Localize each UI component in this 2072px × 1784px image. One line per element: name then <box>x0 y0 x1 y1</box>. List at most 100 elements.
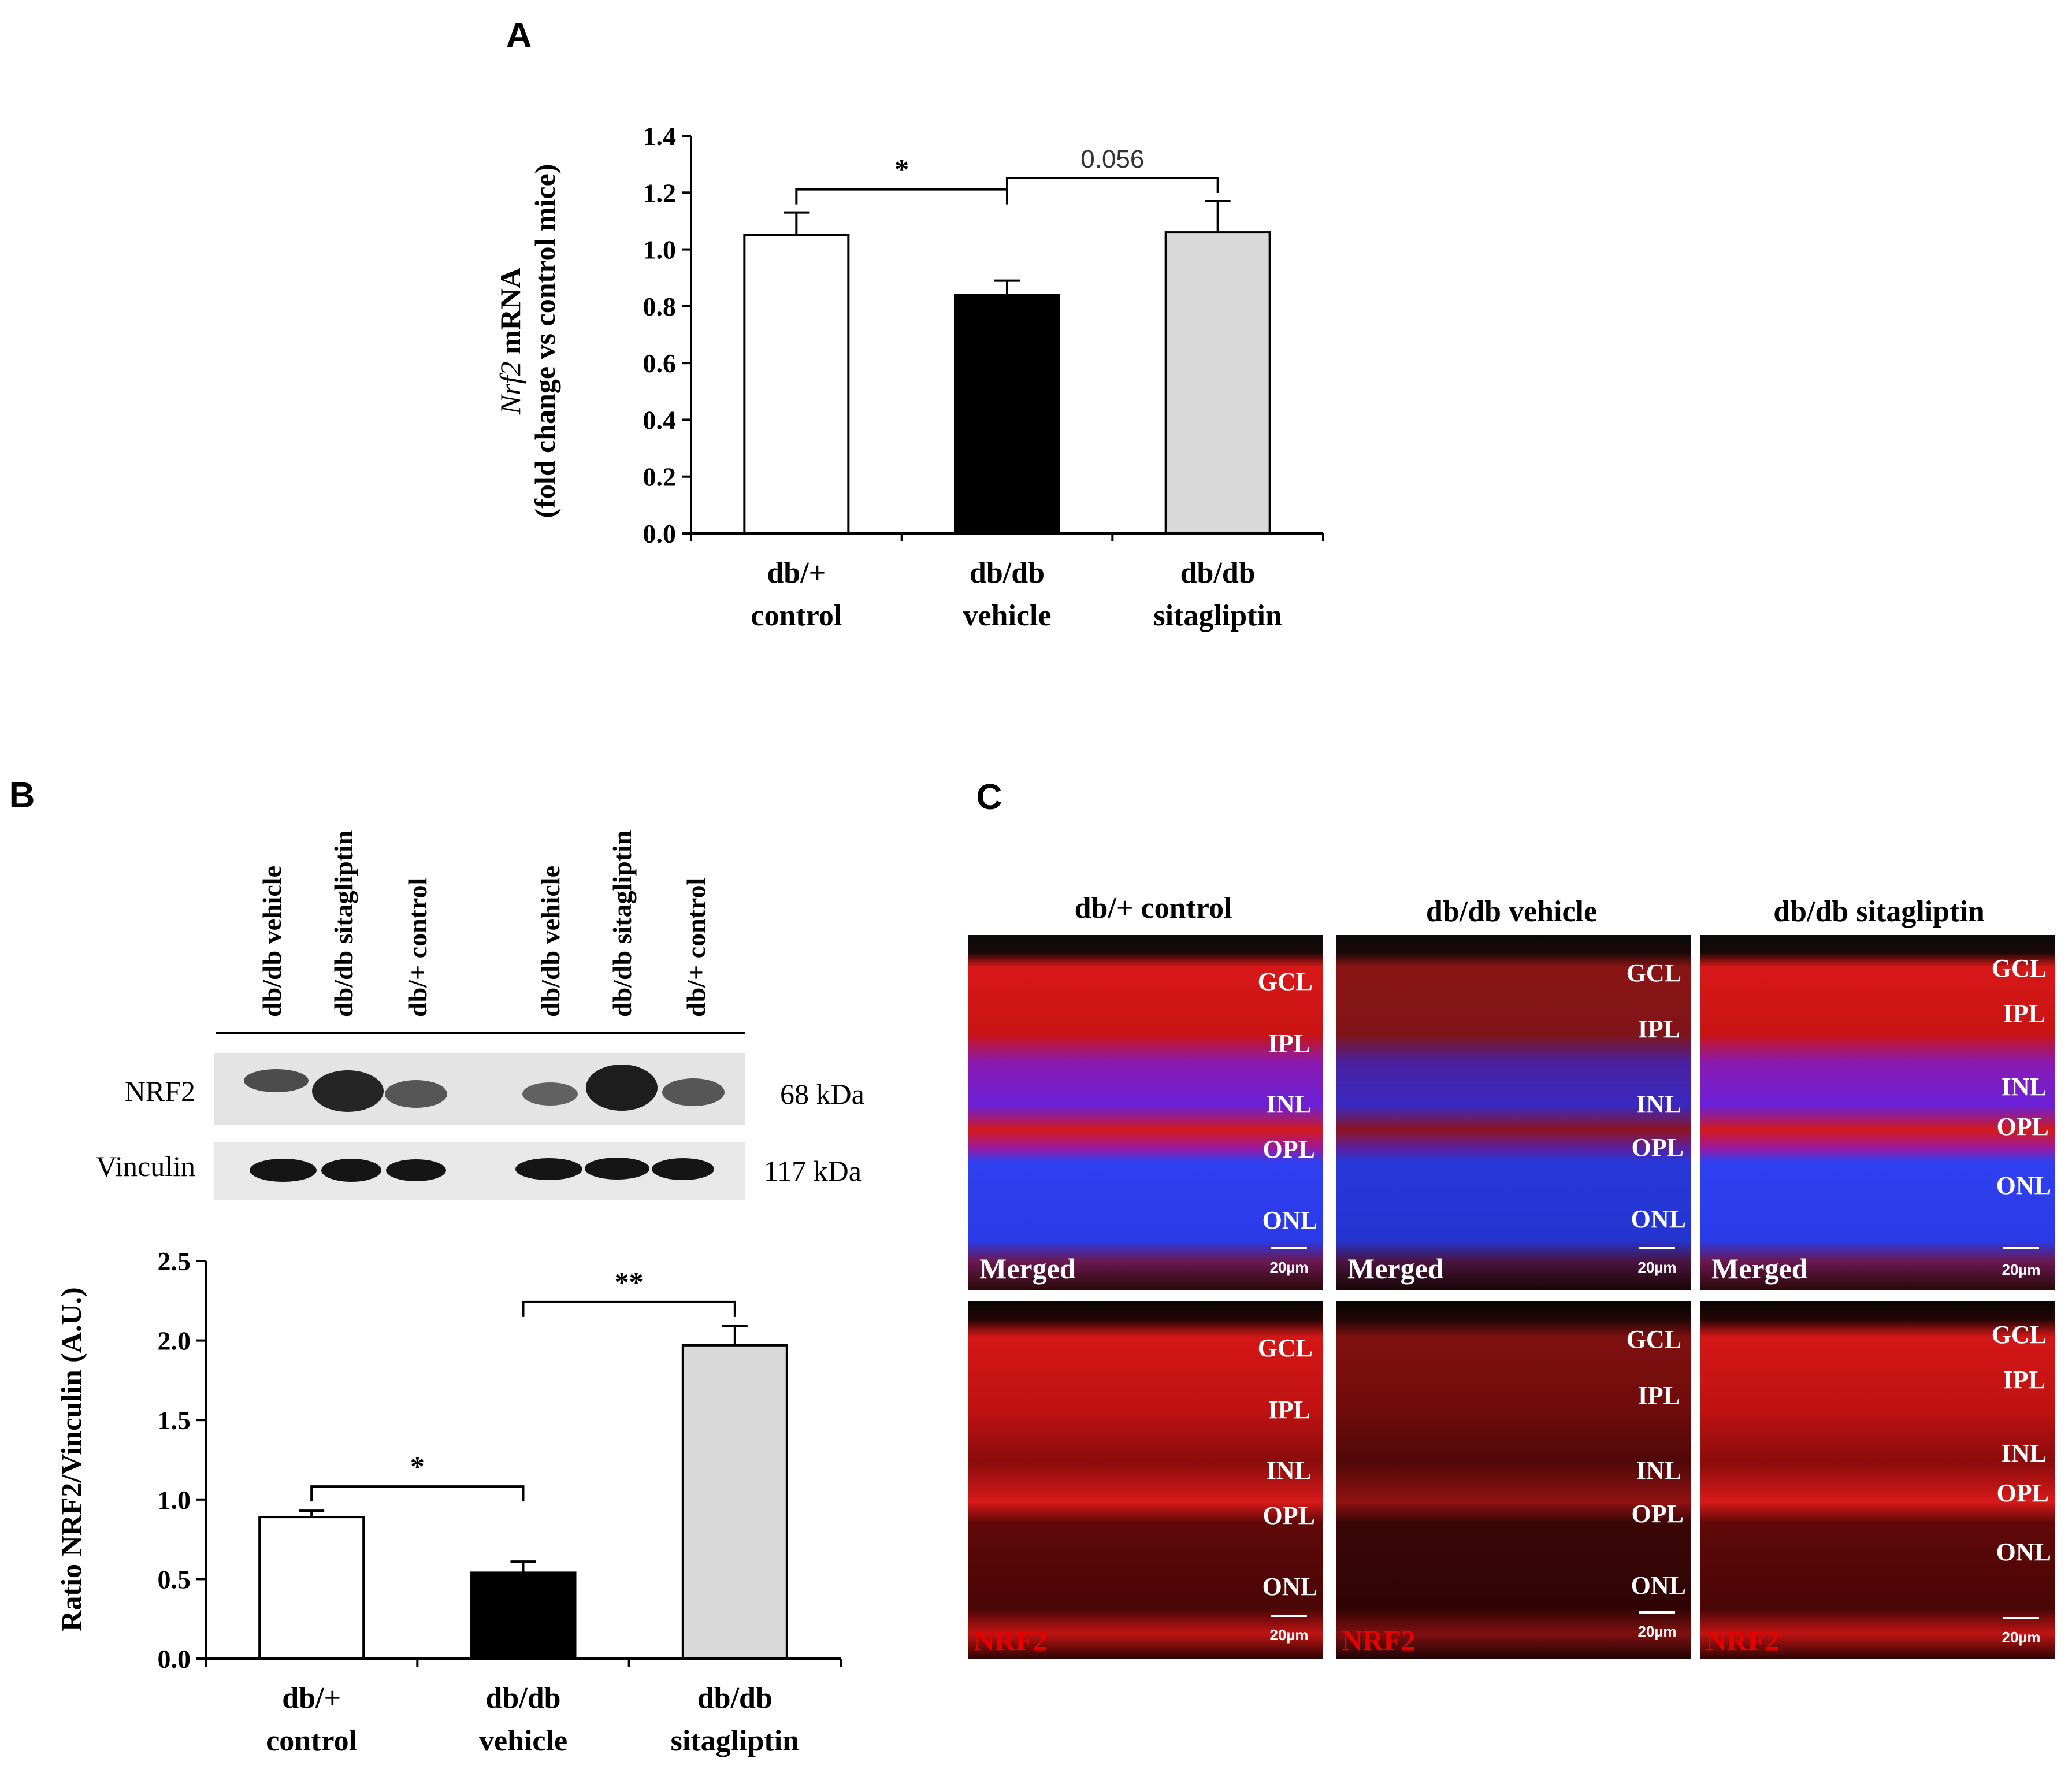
blot-band <box>652 1158 714 1180</box>
x-tick-label: vehicle <box>963 599 1051 632</box>
layer-label: GCL <box>1627 959 1681 987</box>
panel-a-letter: A <box>506 16 532 55</box>
blot-row-label-nrf2: NRF2 <box>125 1075 195 1107</box>
x-tick-label: db/db <box>1180 557 1256 589</box>
y-tick-label: 1.4 <box>643 121 677 151</box>
x-tick-label: control <box>751 599 842 632</box>
blot-band <box>250 1159 317 1182</box>
significance-label: ** <box>615 1266 644 1298</box>
blot-kda-vinculin: 117 kDa <box>764 1155 862 1187</box>
blot-band <box>522 1082 578 1106</box>
chart-a-ylabel-rest: mRNA <box>494 268 526 361</box>
layer-label: INL <box>2002 1439 2047 1467</box>
x-tick-label: sitagliptin <box>1153 599 1282 632</box>
layer-label: GCL <box>1627 1325 1681 1353</box>
blot-lane-label: db/db sitagliptin <box>607 830 637 1017</box>
layer-label: GCL <box>1258 1334 1313 1362</box>
micrograph-column-title: db/db vehicle <box>1426 895 1597 928</box>
row-label-nrf2: NRF2 <box>974 1624 1048 1656</box>
blot-band <box>585 1158 649 1180</box>
significance-bracket <box>310 1485 525 1502</box>
y-tick-label: 0.5 <box>158 1564 191 1594</box>
chart-b: 0.0 0.5 1.0 1.5 2.0 2.5 db/+ control db/db vehicl… <box>158 1247 842 1757</box>
y-tick-label: 0.8 <box>643 292 677 321</box>
y-tick-label: 1.2 <box>643 178 677 207</box>
y-tick-label: 1.5 <box>158 1405 191 1435</box>
row-label-merged: Merged <box>1347 1252 1444 1285</box>
micrograph-row-labels: Merged Merged Merged NRF2 NRF2 NRF2 <box>974 1252 1808 1656</box>
blot-band <box>386 1159 446 1181</box>
x-tick-label: db/+ <box>282 1682 341 1715</box>
x-tick-label: db/db <box>485 1682 560 1715</box>
row-label-merged: Merged <box>979 1252 1076 1285</box>
layer-label: GCL <box>1258 967 1313 996</box>
bar <box>470 1571 577 1660</box>
micrograph-nrf2-sitagliptin <box>1700 1301 2055 1659</box>
bar <box>954 294 1060 535</box>
layer-label: IPL <box>2003 999 2045 1028</box>
chart-a-ylabel-line2: (fold change vs control mice) <box>529 164 561 518</box>
y-tick-label: 0.0 <box>643 519 677 548</box>
y-tick-label: 1.0 <box>158 1485 191 1515</box>
y-tick-label: 1.0 <box>643 235 677 265</box>
row-label-nrf2: NRF2 <box>1342 1624 1416 1656</box>
layer-label: OPL <box>1263 1501 1315 1530</box>
panel-b-letter: B <box>9 776 35 815</box>
bar <box>1164 231 1271 535</box>
blot-band <box>662 1078 725 1106</box>
blot-lane-label: db/+ control <box>403 878 432 1017</box>
layer-label: GCL <box>1992 1321 2047 1349</box>
significance-bracket <box>1006 177 1219 194</box>
chart-a-ylabel: Nrf2 mRNA <box>494 268 526 415</box>
chart-a: 0.0 0.2 0.4 0.6 0.8 1.0 1.2 1.4 db/+ control db/db… <box>643 121 1324 632</box>
layer-label: ONL <box>1262 1572 1317 1601</box>
blot-lane-labels: db/db vehicle db/db sitagliptin db/+ con… <box>257 830 711 1017</box>
blot-lane-label: db/db sitagliptin <box>329 830 358 1017</box>
micrograph-column-titles: db/+ control db/db vehicle db/db sitagli… <box>1075 892 1985 928</box>
micrograph-merged-vehicle <box>1336 935 1691 1290</box>
row-label-nrf2: NRF2 <box>1706 1624 1780 1656</box>
scale-bar-label: 20µm <box>1269 1259 1308 1276</box>
layer-label: INL <box>1267 1456 1312 1485</box>
blot-kda-nrf2: 68 kDa <box>780 1078 864 1110</box>
blot-row-label-vinculin: Vinculin <box>96 1150 195 1182</box>
x-tick-label: db/+ <box>767 557 826 589</box>
significance-label: * <box>410 1450 425 1482</box>
layer-label: OPL <box>1997 1479 2049 1507</box>
significance-label: * <box>894 153 909 186</box>
blot-band <box>515 1158 582 1180</box>
scale-bars <box>1271 1247 2039 1619</box>
blot-band <box>321 1159 381 1182</box>
blot-lane-label: db/db vehicle <box>536 866 565 1017</box>
significance-bracket <box>522 1300 736 1317</box>
bar <box>258 1516 365 1660</box>
significance-bracket <box>795 188 1008 205</box>
x-tick-label: vehicle <box>479 1724 567 1757</box>
layer-label: INL <box>2002 1073 2047 1101</box>
x-tick-label: control <box>266 1724 357 1757</box>
blot-lane-label: db/+ control <box>681 878 711 1017</box>
significance-label: 0.056 <box>1080 145 1144 173</box>
layer-label: ONL <box>1996 1538 2051 1566</box>
layer-label: OPL <box>1632 1500 1684 1528</box>
layer-label: INL <box>1267 1090 1312 1118</box>
blot-band <box>312 1070 384 1112</box>
blot-band <box>586 1065 658 1111</box>
micrograph-column-title: db/+ control <box>1075 892 1232 925</box>
layer-label: ONL <box>1996 1171 2051 1200</box>
layer-label: INL <box>1636 1090 1681 1118</box>
micrograph-merged-sitagliptin <box>1700 935 2055 1290</box>
y-tick-label: 0.2 <box>643 462 677 492</box>
x-tick-label: sitagliptin <box>671 1724 800 1757</box>
scale-bar-labels: 20µm 20µm 20µm 20µm 20µm 20µm <box>1269 1259 2040 1646</box>
y-tick-label: 0.0 <box>158 1644 191 1674</box>
blot-vinculin-bands <box>250 1158 714 1182</box>
chart-b-ylabel: Ratio NRF2/Vinculin (A.U.) <box>55 1287 87 1631</box>
layer-label: ONL <box>1631 1205 1686 1233</box>
layer-label: OPL <box>1632 1133 1684 1162</box>
x-tick-label: db/db <box>970 557 1045 589</box>
layer-label: INL <box>1636 1456 1681 1485</box>
layer-label: IPL <box>1268 1029 1310 1058</box>
y-tick-label: 0.6 <box>643 348 677 378</box>
